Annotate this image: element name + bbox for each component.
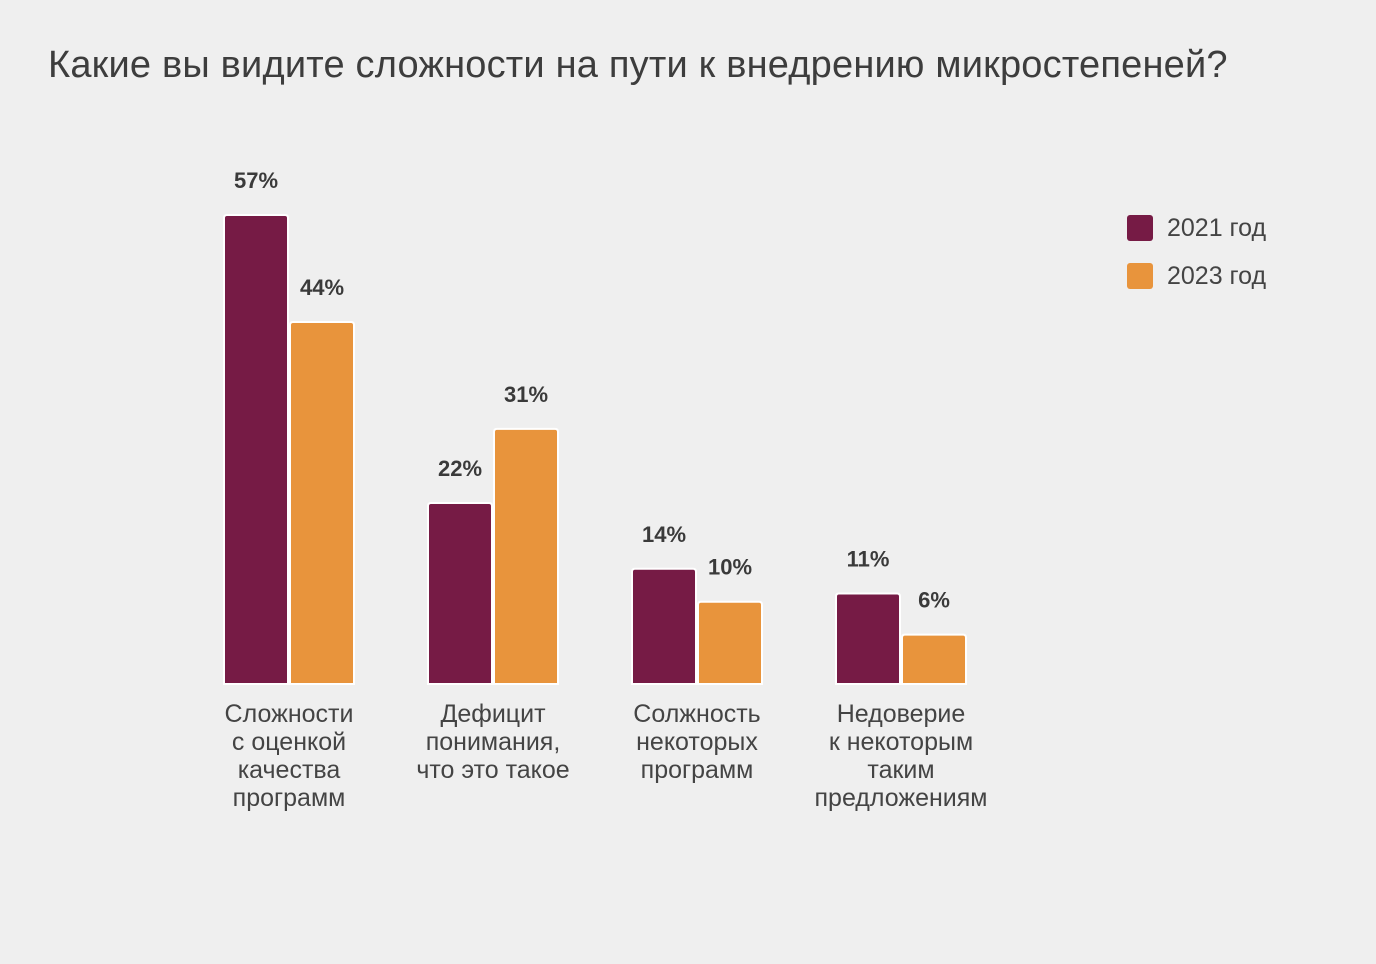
bar-2023-category-2 — [493, 427, 559, 685]
category-label-3-line-3: программ — [641, 756, 754, 784]
category-label-4-line-1: Недоверие — [837, 700, 966, 728]
value-label-2023-category-4: 6% — [918, 588, 950, 613]
chart-title: Какие вы видите сложности на пути к внед… — [48, 44, 1228, 86]
category-label-2-line-2: понимания, — [426, 728, 561, 756]
value-label-2023-category-2: 31% — [504, 382, 548, 407]
category-label-3-line-2: некоторых — [636, 728, 758, 756]
legend-label-2023: 2023 год — [1167, 261, 1267, 290]
category-label-1: Сложности с оценкой качества программ — [225, 700, 354, 812]
category-labels-group: Сложности с оценкой качества программДефици… — [225, 700, 988, 812]
value-label-2021-category-3: 14% — [642, 522, 686, 547]
value-label-2021-category-4: 11% — [847, 546, 890, 571]
category-label-2: Дефицит понимания, что это такое — [416, 700, 569, 784]
category-label-2-line-1: Дефицит — [440, 700, 546, 728]
bar-2021-category-4 — [835, 592, 901, 685]
category-label-4-line-4: предложениям — [815, 784, 988, 812]
bar-2021-category-2 — [427, 501, 493, 685]
bar-2021-category-3 — [631, 567, 697, 685]
category-label-1-line-2: с оценкой — [232, 728, 346, 756]
legend-label-2021: 2021 год — [1167, 213, 1267, 242]
value-label-2021-category-1: 57% — [234, 168, 278, 193]
legend-item-2023: 2023 год — [1127, 258, 1266, 294]
bar-2023-category-4 — [901, 633, 967, 685]
bar-2021-category-1 — [223, 214, 289, 685]
legend-swatch-2021 — [1127, 215, 1153, 241]
value-labels-group: 57% 44% 22% 31% 14% 10% 11% 6% — [234, 168, 950, 613]
value-label-2021-category-2: 22% — [438, 456, 482, 481]
bar-2023-category-3 — [697, 600, 763, 685]
category-label-1-line-4: программ — [233, 784, 346, 812]
category-label-2-line-3: что это такое — [416, 756, 569, 784]
value-label-2023-category-3: 10% — [708, 555, 752, 580]
category-label-3-line-1: Солжность — [633, 700, 760, 728]
value-label-2023-category-1: 44% — [300, 275, 344, 300]
bars-group — [223, 214, 967, 685]
category-label-4-line-2: к некоторым — [829, 728, 973, 756]
category-label-1-line-1: Сложности — [225, 700, 354, 728]
bar-2023-category-1 — [289, 320, 355, 685]
category-label-1-line-3: качества — [238, 756, 341, 784]
legend-item-2021: 2021 год — [1127, 210, 1266, 246]
category-label-4-line-3: таким — [867, 756, 934, 784]
legend: 2021 год 2023 год — [1127, 210, 1266, 306]
category-label-3: Солжность некоторых программ — [633, 700, 760, 784]
legend-swatch-2023 — [1127, 263, 1153, 289]
category-label-4: Недоверие к некоторым таким предложениям — [815, 700, 988, 812]
